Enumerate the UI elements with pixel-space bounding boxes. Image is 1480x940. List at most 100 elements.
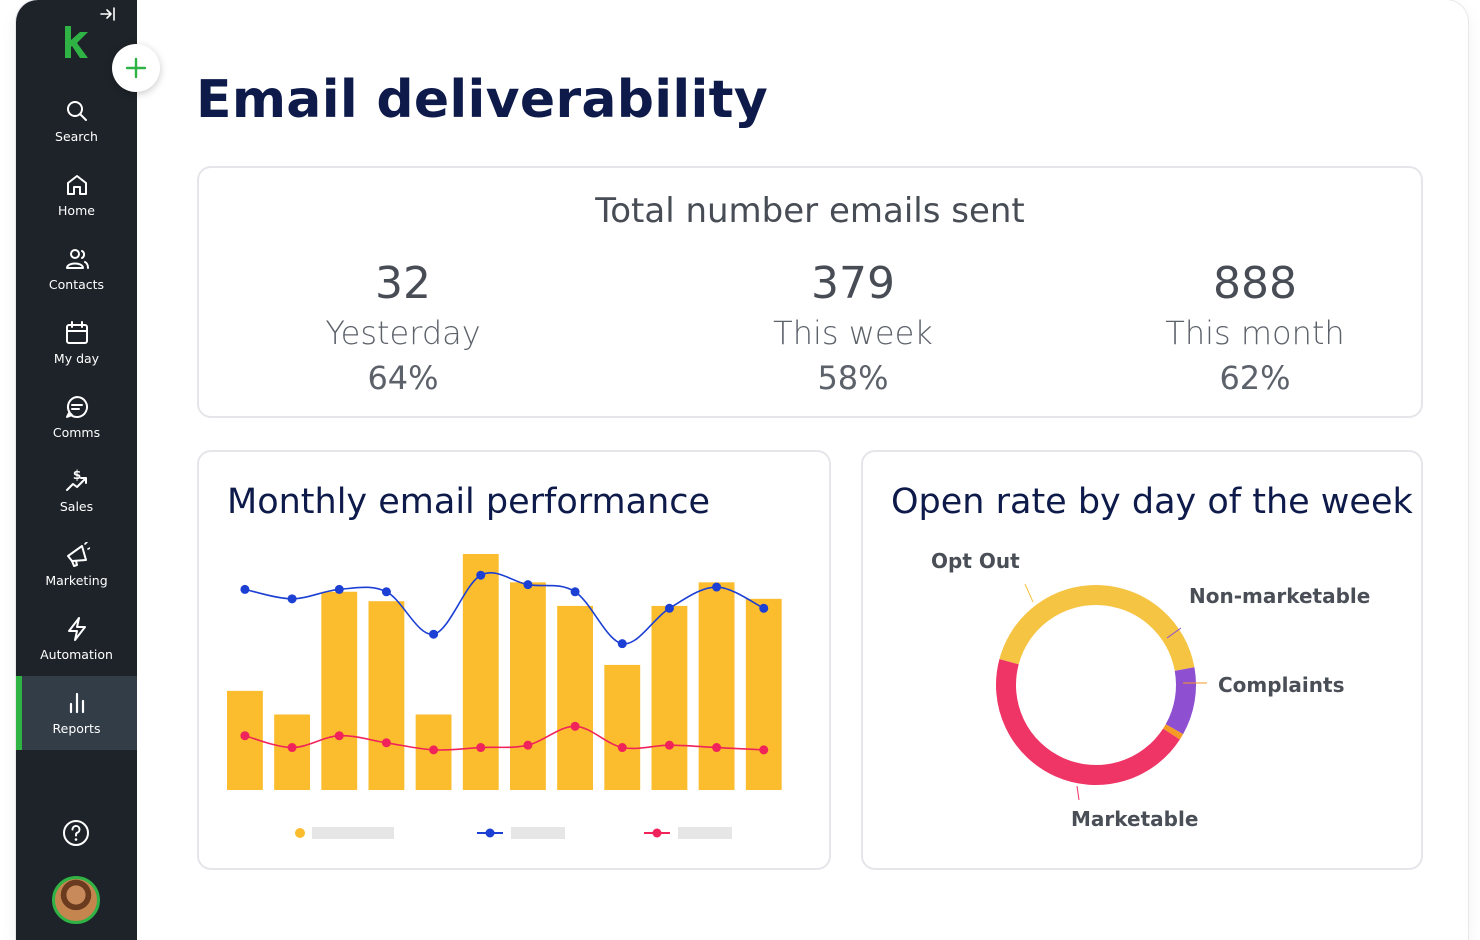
bar xyxy=(698,582,735,790)
stat-percent: 58% xyxy=(817,359,889,397)
legend-item xyxy=(644,827,732,839)
slice-label: Complaints xyxy=(1218,673,1344,697)
data-point xyxy=(429,745,439,755)
help-icon[interactable] xyxy=(61,818,91,848)
data-point xyxy=(664,603,674,613)
keap-logo[interactable] xyxy=(62,24,90,60)
data-point xyxy=(240,731,250,741)
data-point xyxy=(570,587,580,597)
bar xyxy=(321,591,358,790)
data-point xyxy=(712,743,722,753)
data-point xyxy=(570,721,580,731)
stat-value: 888 xyxy=(1213,258,1297,309)
data-point xyxy=(429,629,439,639)
chat-icon xyxy=(65,396,88,418)
data-point xyxy=(287,594,297,604)
sidebar-item-label: Search xyxy=(55,129,98,144)
sidebar-item-contacts[interactable]: Contacts xyxy=(16,232,137,306)
donut-slice xyxy=(1163,724,1184,740)
data-point xyxy=(523,740,533,750)
data-point xyxy=(759,603,769,613)
data-point xyxy=(664,740,674,750)
bar xyxy=(557,605,594,790)
stat-label: This month xyxy=(1165,314,1345,352)
legend-marker xyxy=(295,828,305,838)
data-point xyxy=(381,738,391,748)
donut-slice xyxy=(1165,667,1196,735)
sidebar-item-label: Comms xyxy=(52,425,101,440)
add-button[interactable] xyxy=(112,44,160,92)
slice-label: Opt Out xyxy=(931,549,1020,573)
sidebar-item-home[interactable]: Home xyxy=(16,158,137,232)
data-point xyxy=(617,743,627,753)
bar xyxy=(604,664,641,790)
data-point xyxy=(759,745,769,755)
stat-percent: 62% xyxy=(1219,359,1291,397)
search-icon xyxy=(66,101,87,121)
sidebar-item-label: Home xyxy=(58,203,95,218)
stat-percent: 64% xyxy=(367,359,439,397)
slice-label: Marketable xyxy=(1071,807,1198,831)
bar xyxy=(745,598,782,790)
sidebar-item-marketing[interactable]: Marketing xyxy=(16,528,137,602)
sidebar: Search Home Contacts My day xyxy=(16,0,137,940)
sidebar-item-automation[interactable]: Automation xyxy=(16,602,137,676)
sidebar-item-sales[interactable]: $ Sales xyxy=(16,454,137,528)
card-title: Total number emails sent xyxy=(595,191,1025,231)
open-rate-card: Open rate by day of the week Opt Out Non-… xyxy=(861,450,1423,870)
sidebar-item-search[interactable]: Search xyxy=(16,84,137,158)
plus-icon xyxy=(125,57,147,79)
stat-this-week: 379 This week 58% xyxy=(693,258,1013,400)
legend-item xyxy=(477,827,565,839)
data-point xyxy=(617,639,627,649)
app-window: Search Home Contacts My day xyxy=(16,0,1468,940)
sidebar-item-comms[interactable]: Comms xyxy=(16,380,137,454)
data-point xyxy=(287,743,297,753)
data-point xyxy=(240,584,250,594)
sidebar-item-label: Automation xyxy=(40,647,113,662)
slice-label: Non-marketable xyxy=(1189,584,1370,608)
stat-label: This week xyxy=(773,314,933,352)
total-emails-card: Total number emails sent 32 Yesterday 64… xyxy=(197,166,1423,418)
sidebar-item-reports[interactable]: Reports xyxy=(16,676,137,750)
calendar-icon xyxy=(65,321,88,344)
legend-label-placeholder xyxy=(511,827,565,839)
stat-value: 379 xyxy=(811,258,895,309)
monthly-performance-chart xyxy=(227,554,782,839)
stat-value: 32 xyxy=(375,258,431,309)
data-point xyxy=(334,584,344,594)
bar xyxy=(368,601,405,790)
sidebar-item-label: Marketing xyxy=(45,573,108,588)
stat-label: Yesterday xyxy=(325,314,481,352)
bar-chart-icon xyxy=(69,692,84,714)
data-point xyxy=(476,743,486,753)
stat-yesterday: 32 Yesterday 64% xyxy=(243,258,563,400)
svg-text:$: $ xyxy=(72,468,80,482)
sidebar-item-label: Contacts xyxy=(48,277,105,292)
sidebar-item-label: My day xyxy=(53,351,100,366)
open-rate-donut-chart: Opt Out Non-marketable Complaints Marketabl… xyxy=(931,549,1370,831)
bar xyxy=(510,582,546,790)
slice-leader-line xyxy=(1076,785,1080,801)
card-title: Open rate by day of the week xyxy=(891,482,1413,522)
contacts-icon xyxy=(65,249,89,269)
card-title: Monthly email performance xyxy=(227,482,711,522)
page-title: Email deliverability xyxy=(196,70,769,130)
user-avatar[interactable] xyxy=(52,876,100,924)
bar xyxy=(274,714,311,790)
legend-label-placeholder xyxy=(678,827,732,839)
slice-leader-line xyxy=(1024,583,1034,603)
donut-slice xyxy=(999,585,1195,672)
legend-marker xyxy=(485,828,495,838)
data-point xyxy=(712,582,722,592)
legend-item xyxy=(295,827,394,839)
megaphone-icon xyxy=(66,542,90,567)
slice-leader-line xyxy=(1166,627,1182,639)
legend-label-placeholder xyxy=(312,827,394,839)
collapse-sidebar-icon[interactable] xyxy=(98,4,118,24)
lightning-icon xyxy=(67,617,86,641)
sidebar-item-my-day[interactable]: My day xyxy=(16,306,137,380)
sidebar-item-label: Reports xyxy=(52,721,101,736)
data-point xyxy=(523,580,533,590)
bar xyxy=(227,690,263,790)
